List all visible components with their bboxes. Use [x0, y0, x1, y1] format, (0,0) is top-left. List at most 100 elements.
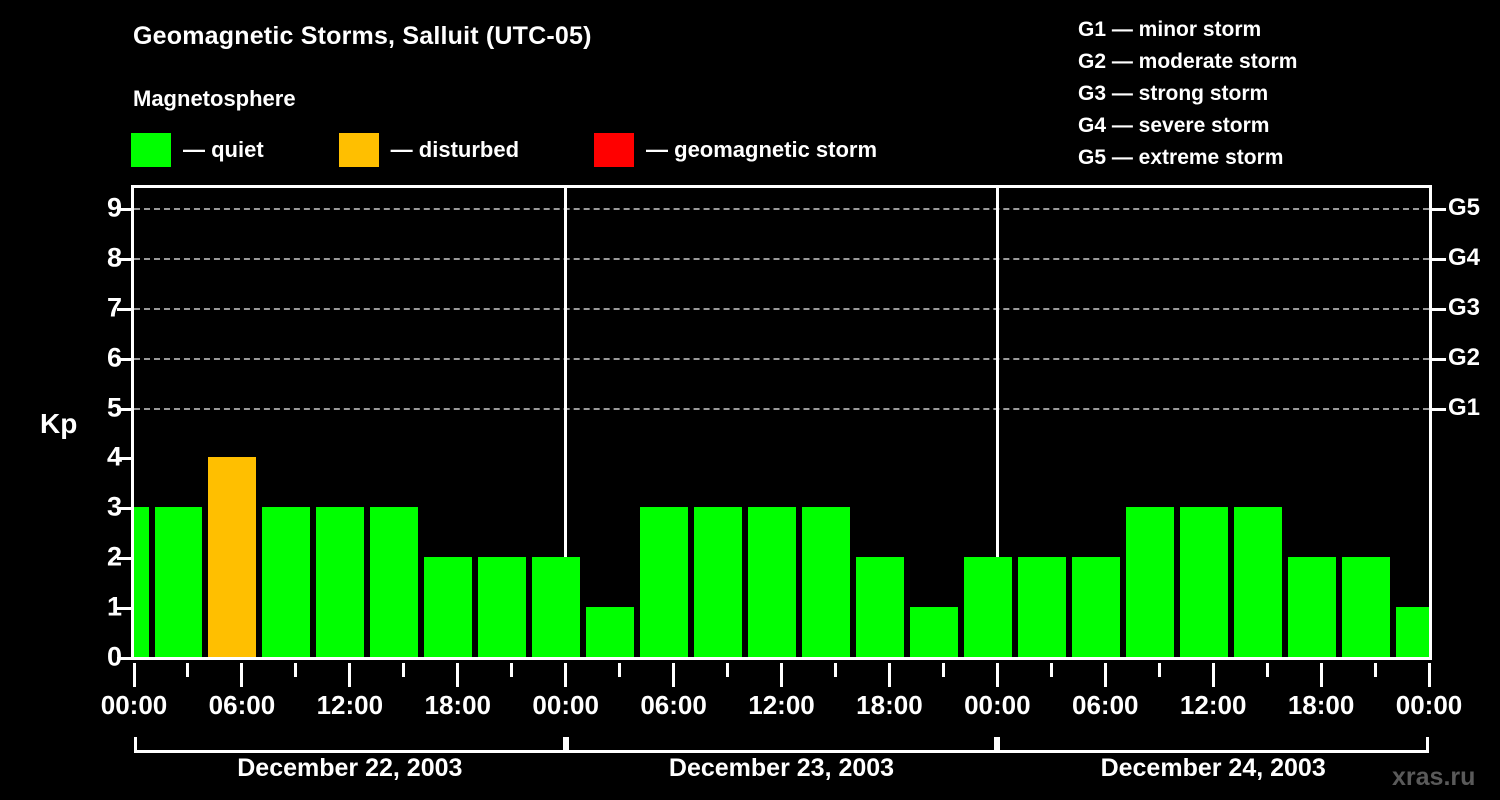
- y-tick-0: [117, 657, 131, 660]
- x-tick-15: [941, 663, 945, 677]
- g-axis-ticks: [1432, 185, 1449, 660]
- x-tick-label-1: 06:00: [208, 690, 276, 720]
- legend-swatch-disturbed: [338, 133, 379, 167]
- x-tick-3: [294, 663, 298, 677]
- g-axis-tick-G3: [1432, 307, 1446, 311]
- x-axis-labels: 00:00 06:00 12:00 18:00 00:00 06:00 12:00 18:00…: [0, 690, 1500, 726]
- bar: [532, 557, 581, 657]
- g-scale-line-g2: G2 — moderate storm: [1078, 50, 1298, 73]
- day-label-2: December 23, 2003: [668, 754, 895, 782]
- x-tick-9: [618, 663, 622, 677]
- x-tick-label-12: 00:00: [1395, 690, 1463, 720]
- legend-label-geomagnetic-storm: — geomagnetic storm: [646, 137, 878, 162]
- legend-item-disturbed: — disturbed: [338, 133, 520, 167]
- x-tick-label-5: 06:00: [640, 690, 707, 720]
- day-label-3: December 24, 2003: [1100, 754, 1326, 782]
- bar: [154, 507, 203, 657]
- x-tick-8: [564, 663, 568, 687]
- g-scale-legend: G1 — minor storm G2 — moderate storm G3 …: [1078, 14, 1297, 174]
- y-tick-label-5: 5: [106, 392, 122, 423]
- bar: [370, 507, 419, 657]
- x-tick-label-10: 12:00: [1179, 690, 1247, 720]
- x-axis-ticks: [131, 663, 1432, 687]
- x-tick-21: [1265, 663, 1269, 677]
- legend-item-storm: — geomagnetic storm: [594, 133, 877, 167]
- bar: [1071, 557, 1120, 657]
- g-scale-line-g5: G5 — extreme storm: [1078, 146, 1284, 169]
- legend-swatch-geomagnetic-storm: [594, 133, 635, 167]
- day-bracket-2: [565, 737, 998, 753]
- g-scale-line-g4: G4 — severe storm: [1078, 114, 1270, 137]
- x-tick-18: [1103, 663, 1107, 687]
- y-axis-labels: 0 1 2 3 4 5 6 7 8 9: [60, 185, 122, 671]
- x-tick-label-9: 06:00: [1072, 690, 1139, 720]
- bar: [262, 507, 311, 657]
- bar: [1017, 557, 1066, 657]
- x-tick-label-11: 18:00: [1287, 690, 1355, 720]
- y-tick-6: [117, 357, 131, 361]
- y-tick-label-9: 9: [106, 192, 122, 223]
- g-axis-label-G2: G2: [1448, 343, 1481, 371]
- x-tick-6: [456, 663, 460, 687]
- y-tick-label-3: 3: [106, 491, 122, 522]
- y-tick-label-6: 6: [106, 342, 122, 373]
- legend-swatch-quiet: [131, 133, 171, 167]
- legend-label-disturbed: — disturbed: [390, 137, 520, 162]
- legend-label-quiet: — quiet: [183, 137, 264, 162]
- x-tick-23: [1373, 663, 1377, 677]
- y-axis-ticks: [117, 185, 134, 660]
- x-tick-13: [833, 663, 837, 677]
- bar-series: [134, 188, 1429, 657]
- y-axis-title: Kp: [40, 408, 78, 439]
- gridline-kp-5: [134, 407, 1429, 410]
- bar: [316, 507, 365, 657]
- bar: [478, 557, 527, 657]
- g-axis-label-G5: G5: [1448, 193, 1481, 221]
- x-tick-label-3: 18:00: [424, 690, 492, 720]
- legend: — quiet — disturbed — geomagnetic storm: [131, 133, 877, 167]
- bar: [748, 507, 796, 657]
- y-tick-3: [117, 507, 131, 511]
- x-tick-0: [132, 663, 136, 687]
- g-axis-label-G3: G3: [1448, 293, 1481, 321]
- g-scale-line-g3: G3 — strong storm: [1078, 82, 1269, 105]
- gridline-kp-7: [134, 307, 1429, 310]
- y-tick-label-1: 1: [106, 591, 122, 622]
- day-bracket-1: [134, 737, 566, 753]
- bar: [855, 557, 904, 657]
- y-tick-7: [117, 307, 131, 311]
- bar: [1233, 507, 1282, 657]
- x-tick-2: [240, 663, 244, 687]
- bar: [586, 607, 635, 657]
- g-axis-tick-G4: [1432, 257, 1446, 261]
- x-tick-label-7: 18:00: [856, 690, 923, 720]
- x-tick-5: [402, 663, 406, 677]
- x-tick-14: [887, 663, 891, 687]
- y-tick-8: [117, 257, 131, 261]
- x-tick-11: [726, 663, 730, 677]
- x-tick-1: [186, 663, 190, 677]
- day-divider-1: [564, 188, 568, 657]
- y-tick-label-0: 0: [106, 641, 122, 672]
- x-tick-7: [510, 663, 514, 677]
- bar: [963, 557, 1012, 657]
- day-bracket-3: [997, 737, 1429, 753]
- x-tick-12: [780, 663, 783, 687]
- x-tick-22: [1319, 663, 1323, 687]
- bar: [1179, 507, 1228, 657]
- bar: [1287, 557, 1336, 657]
- y-tick-2: [117, 557, 131, 561]
- gridline-kp-9: [134, 207, 1429, 210]
- g-axis-label-G4: G4: [1448, 243, 1481, 271]
- bar: [640, 507, 689, 657]
- y-tick-label-8: 8: [106, 242, 122, 273]
- y-tick-label-2: 2: [106, 541, 122, 572]
- x-tick-24: [1427, 663, 1431, 687]
- x-tick-4: [348, 663, 352, 687]
- y-tick-1: [117, 607, 131, 611]
- x-tick-10: [672, 663, 676, 687]
- page-title: Geomagnetic Storms, Salluit (UTC-05): [133, 22, 592, 50]
- plot-area: [131, 185, 1432, 660]
- x-tick-16: [995, 663, 999, 687]
